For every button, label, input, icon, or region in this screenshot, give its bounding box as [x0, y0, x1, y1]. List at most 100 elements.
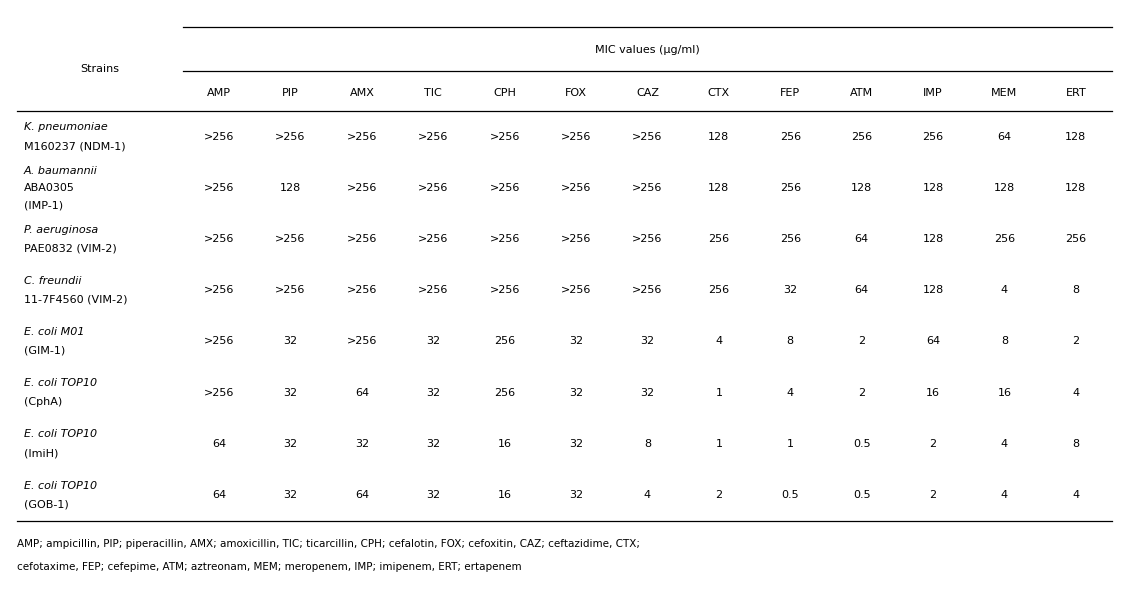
- Text: 256: 256: [922, 132, 944, 142]
- Text: 0.5: 0.5: [853, 439, 871, 449]
- Text: PIP: PIP: [282, 88, 299, 98]
- Text: AMX: AMX: [350, 88, 375, 98]
- Text: 128: 128: [709, 132, 729, 142]
- Text: 128: 128: [1065, 132, 1087, 142]
- Text: AMP: AMP: [207, 88, 231, 98]
- Text: ABA0305: ABA0305: [24, 183, 74, 193]
- Text: 0.5: 0.5: [853, 490, 871, 500]
- Text: 32: 32: [426, 490, 440, 500]
- Text: ATM: ATM: [850, 88, 873, 98]
- Text: 64: 64: [354, 490, 369, 500]
- Text: CAZ: CAZ: [636, 88, 659, 98]
- Text: >256: >256: [418, 285, 449, 295]
- Text: 64: 64: [354, 387, 369, 398]
- Text: 2: 2: [858, 387, 865, 398]
- Text: 4: 4: [716, 337, 722, 346]
- Text: 256: 256: [494, 387, 515, 398]
- Text: 64: 64: [998, 132, 1011, 142]
- Text: 32: 32: [640, 387, 655, 398]
- Text: 64: 64: [855, 285, 868, 295]
- Text: >256: >256: [204, 234, 234, 244]
- Text: 2: 2: [716, 490, 722, 500]
- Text: >256: >256: [418, 234, 449, 244]
- Text: >256: >256: [418, 132, 449, 142]
- Text: CPH: CPH: [493, 88, 516, 98]
- Text: (GIM-1): (GIM-1): [24, 346, 65, 356]
- Text: 32: 32: [284, 439, 297, 449]
- Text: 32: 32: [284, 337, 297, 346]
- Text: 2: 2: [929, 439, 937, 449]
- Text: >256: >256: [276, 234, 306, 244]
- Text: 256: 256: [709, 234, 729, 244]
- Text: Strains: Strains: [81, 64, 119, 75]
- Text: 16: 16: [497, 439, 512, 449]
- Text: 256: 256: [780, 132, 801, 142]
- Text: 32: 32: [354, 439, 369, 449]
- Text: 256: 256: [780, 183, 801, 193]
- Text: ERT: ERT: [1065, 88, 1086, 98]
- Text: (CphA): (CphA): [24, 397, 62, 407]
- Text: 4: 4: [786, 387, 794, 398]
- Text: >256: >256: [632, 132, 663, 142]
- Text: 64: 64: [926, 337, 940, 346]
- Text: >256: >256: [489, 285, 520, 295]
- Text: >256: >256: [346, 234, 377, 244]
- Text: 8: 8: [786, 337, 794, 346]
- Text: E. coli M01: E. coli M01: [24, 327, 84, 337]
- Text: 32: 32: [284, 387, 297, 398]
- Text: 32: 32: [640, 337, 655, 346]
- Text: 8: 8: [1072, 439, 1079, 449]
- Text: 128: 128: [993, 183, 1015, 193]
- Text: >256: >256: [632, 234, 663, 244]
- Text: PAE0832 (VIM-2): PAE0832 (VIM-2): [24, 244, 116, 254]
- Text: CTX: CTX: [708, 88, 730, 98]
- Text: >256: >256: [204, 387, 234, 398]
- Text: 64: 64: [212, 490, 226, 500]
- Text: 256: 256: [993, 234, 1015, 244]
- Text: 32: 32: [426, 337, 440, 346]
- Text: >256: >256: [561, 234, 592, 244]
- Text: >256: >256: [489, 183, 520, 193]
- Text: 128: 128: [922, 183, 944, 193]
- Text: 4: 4: [1001, 439, 1008, 449]
- Text: 8: 8: [644, 439, 651, 449]
- Text: 32: 32: [569, 439, 583, 449]
- Text: 2: 2: [1072, 337, 1079, 346]
- Text: >256: >256: [489, 234, 520, 244]
- Text: 16: 16: [497, 490, 512, 500]
- Text: 256: 256: [850, 132, 872, 142]
- Text: >256: >256: [276, 285, 306, 295]
- Text: TIC: TIC: [424, 88, 442, 98]
- Text: >256: >256: [276, 132, 306, 142]
- Text: 4: 4: [644, 490, 651, 500]
- Text: 32: 32: [284, 490, 297, 500]
- Text: (GOB-1): (GOB-1): [24, 499, 69, 510]
- Text: K. pneumoniae: K. pneumoniae: [24, 122, 107, 133]
- Text: >256: >256: [561, 132, 592, 142]
- Text: FOX: FOX: [565, 88, 587, 98]
- Text: (IMP-1): (IMP-1): [24, 200, 63, 210]
- Text: MEM: MEM: [991, 88, 1017, 98]
- Text: >256: >256: [346, 337, 377, 346]
- Text: >256: >256: [632, 285, 663, 295]
- Text: 128: 128: [1065, 183, 1087, 193]
- Text: 1: 1: [786, 439, 794, 449]
- Text: >256: >256: [204, 285, 234, 295]
- Text: E. coli TOP10: E. coli TOP10: [24, 378, 97, 388]
- Text: >256: >256: [561, 285, 592, 295]
- Text: 4: 4: [1001, 285, 1008, 295]
- Text: >256: >256: [561, 183, 592, 193]
- Text: 2: 2: [929, 490, 937, 500]
- Text: 4: 4: [1072, 490, 1079, 500]
- Text: 256: 256: [709, 285, 729, 295]
- Text: cefotaxime, FEP; cefepime, ATM; aztreonam, MEM; meropenem, IMP; imipenem, ERT; e: cefotaxime, FEP; cefepime, ATM; aztreona…: [17, 562, 522, 572]
- Text: 32: 32: [569, 490, 583, 500]
- Text: >256: >256: [204, 183, 234, 193]
- Text: 32: 32: [569, 337, 583, 346]
- Text: MIC values (μg/ml): MIC values (μg/ml): [595, 45, 700, 55]
- Text: 8: 8: [1072, 285, 1079, 295]
- Text: 2: 2: [858, 337, 865, 346]
- Text: 11-7F4560 (VIM-2): 11-7F4560 (VIM-2): [24, 295, 127, 305]
- Text: AMP; ampicillin, PIP; piperacillin, AMX; amoxicillin, TIC; ticarcillin, CPH; cef: AMP; ampicillin, PIP; piperacillin, AMX;…: [17, 539, 640, 549]
- Text: (ImiH): (ImiH): [24, 448, 58, 458]
